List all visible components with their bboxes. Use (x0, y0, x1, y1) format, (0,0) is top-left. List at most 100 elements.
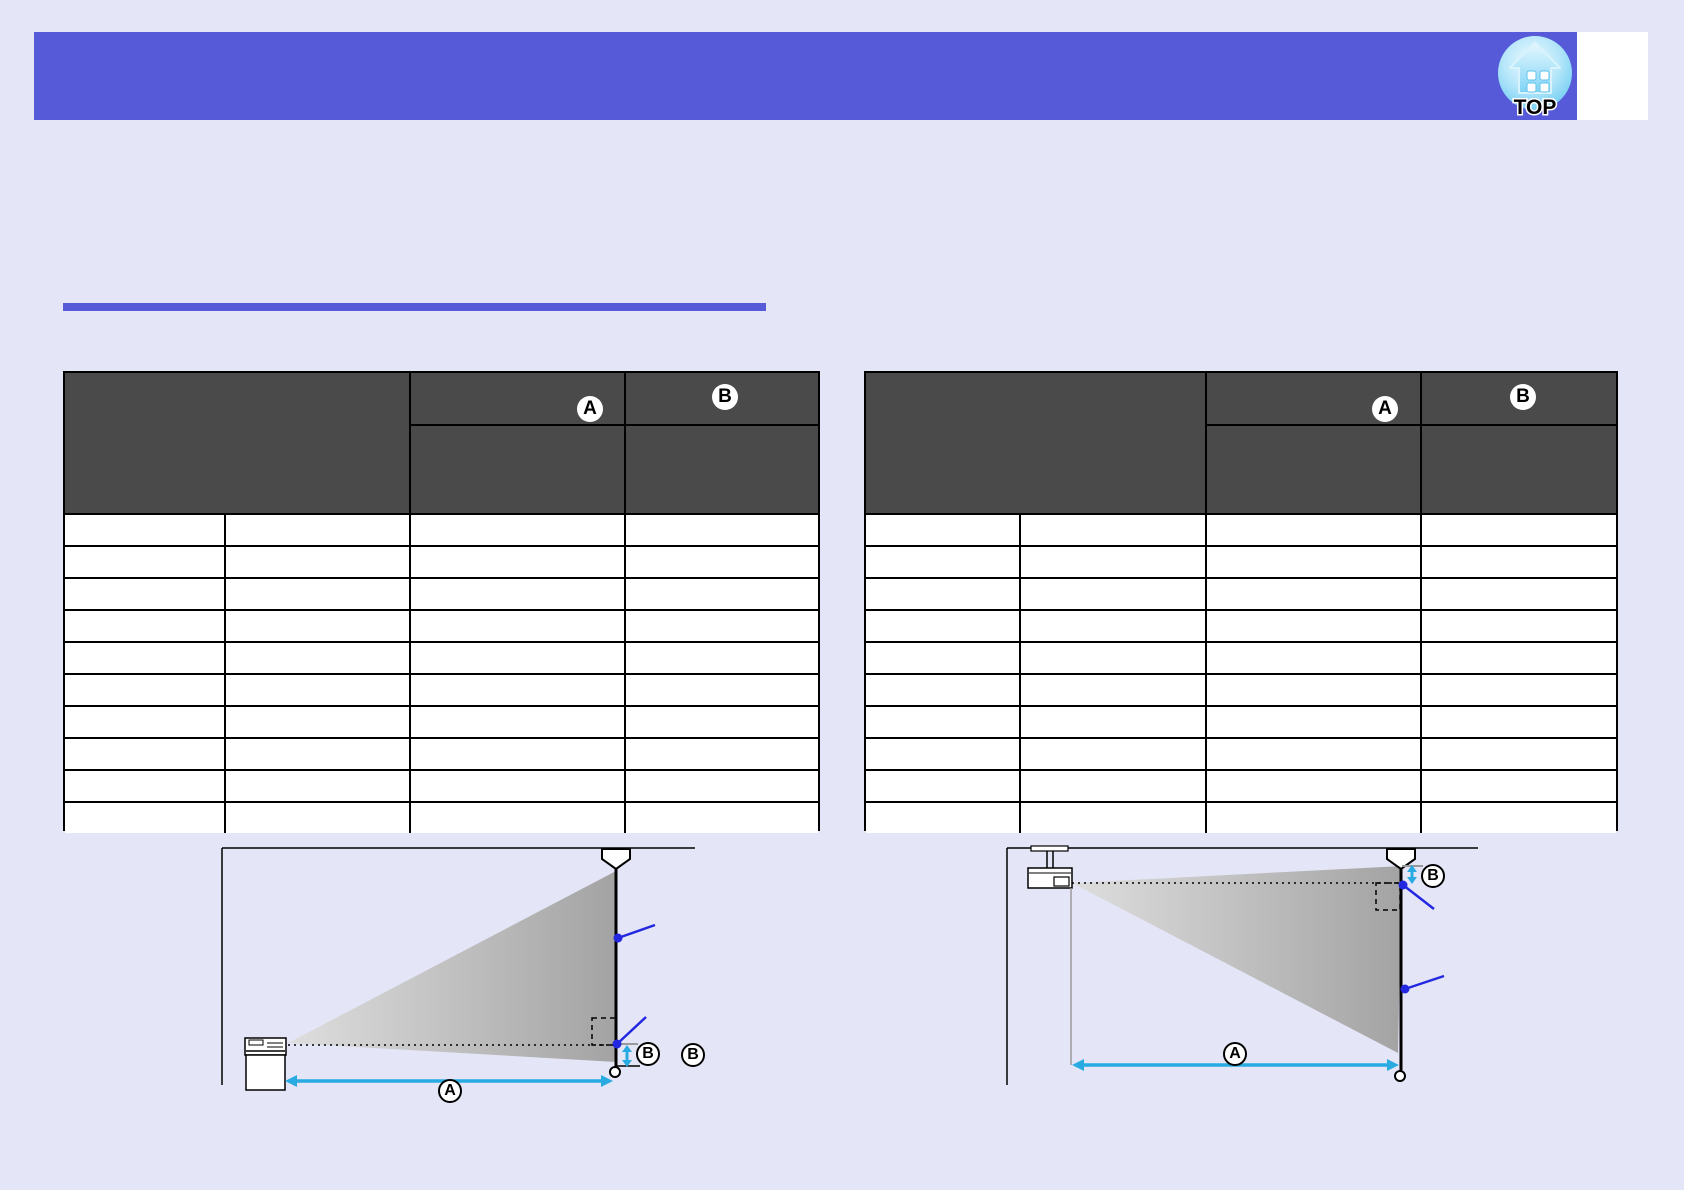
table-cell (624, 739, 818, 769)
circled-b-label: B (712, 384, 738, 410)
screen-bottom-handle (609, 1066, 621, 1078)
table-cell (409, 771, 624, 801)
table-row (866, 769, 1616, 801)
table-row (866, 801, 1616, 833)
table-cell (1420, 611, 1616, 641)
table-row (65, 609, 818, 641)
table-cell (624, 771, 818, 801)
header-subcell-offset (1420, 426, 1616, 513)
header-cell-screen-size (65, 373, 409, 513)
table-cell (409, 643, 624, 673)
projector-panel (248, 1039, 264, 1046)
table-cell (224, 643, 409, 673)
table-cell (1420, 707, 1616, 737)
table-row (866, 673, 1616, 705)
table-cell (409, 803, 624, 833)
table-row (65, 513, 818, 545)
header-subcell-offset (624, 426, 818, 513)
screen-callout-dot (613, 933, 623, 943)
table-cell (866, 611, 1019, 641)
floor-distance-label: A (438, 1079, 462, 1103)
table-cell (224, 739, 409, 769)
circled-a-label: A (577, 396, 603, 422)
arrowhead-up (622, 1045, 632, 1052)
screen-hanger (1386, 848, 1416, 871)
table-cell (866, 515, 1019, 545)
arrowhead-down (622, 1060, 632, 1067)
table-cell (866, 803, 1019, 833)
table-row (65, 641, 818, 673)
table-row (866, 513, 1616, 545)
table-row (65, 705, 818, 737)
table-cell (224, 547, 409, 577)
table-cell (1205, 675, 1420, 705)
table-cell (65, 611, 224, 641)
table-body (866, 513, 1616, 833)
table-cell (1019, 707, 1205, 737)
table-cell (409, 611, 624, 641)
table-cell (1420, 675, 1616, 705)
table-cell (624, 515, 818, 545)
table-cell (1205, 803, 1420, 833)
top-button-label: TOP (1514, 96, 1557, 119)
table-cell (409, 515, 624, 545)
table-row (866, 737, 1616, 769)
table-cell (65, 643, 224, 673)
ceiling-offset-label: B (1421, 864, 1445, 888)
arrowhead-left (285, 1075, 297, 1087)
ceiling-mount-plate (1030, 845, 1069, 852)
table-row (866, 641, 1616, 673)
header-subcell-distance (1205, 426, 1420, 513)
table-row (65, 545, 818, 577)
top-button[interactable]: TOP (1494, 30, 1578, 120)
table-cell (624, 707, 818, 737)
lens-center-callout-line (616, 1016, 647, 1045)
table-cell (866, 771, 1019, 801)
table-cell (624, 547, 818, 577)
arrowhead-up (1407, 865, 1417, 872)
screen-callout-dot (1400, 984, 1410, 994)
projection-beam (288, 871, 616, 1062)
table-cell (1019, 547, 1205, 577)
window-icon (1526, 70, 1537, 81)
header-side-box (1577, 32, 1648, 120)
table-cell (866, 739, 1019, 769)
table-body (65, 513, 818, 833)
table-header (866, 373, 1616, 513)
floor-projection-diagram (221, 847, 695, 1091)
table-header (65, 373, 818, 513)
table-cell (1019, 771, 1205, 801)
lens-center-callout-dot (1398, 880, 1408, 890)
screen-callout-line (617, 923, 656, 940)
table-cell (1019, 643, 1205, 673)
table-cell (65, 739, 224, 769)
table-cell (65, 579, 224, 609)
table-row (65, 673, 818, 705)
table-cell (409, 739, 624, 769)
table-cell (866, 579, 1019, 609)
ceiling-distance-label: A (1223, 1042, 1247, 1066)
floor-offset-legend-label: B (681, 1043, 705, 1067)
table-cell (1420, 579, 1616, 609)
arrowhead-right (601, 1075, 613, 1087)
circled-a-label: A (1372, 396, 1398, 422)
table-cell (1205, 707, 1420, 737)
arrowhead-left (1072, 1059, 1084, 1071)
header-subcell-distance (409, 426, 624, 513)
table-row (65, 577, 818, 609)
table-cell (1420, 643, 1616, 673)
projection-beam (1072, 866, 1402, 1053)
table-row (866, 705, 1616, 737)
table-cell (1019, 803, 1205, 833)
screen-callout-line (1404, 974, 1445, 991)
table-cell (1420, 803, 1616, 833)
table-cell (1205, 515, 1420, 545)
table-cell (409, 547, 624, 577)
table-cell (866, 643, 1019, 673)
screen-hanger (601, 848, 631, 871)
window-icon (1539, 70, 1550, 81)
lens-center-callout-dot (612, 1039, 622, 1049)
table-row (65, 769, 818, 801)
table-row (65, 737, 818, 769)
table-cell (224, 611, 409, 641)
